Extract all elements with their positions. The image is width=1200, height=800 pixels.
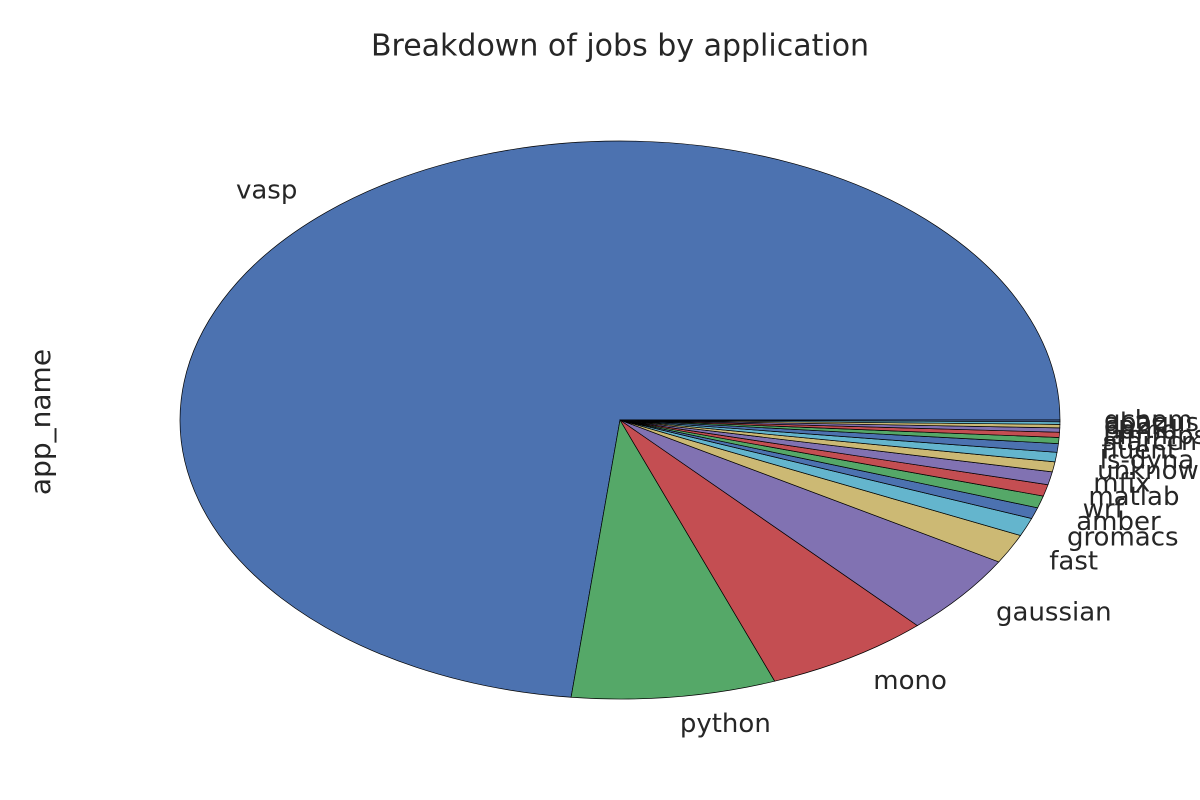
pie-labels: vasp python mono gaussian fastgromacsamberwr… (236, 176, 1200, 739)
pie-slice (179, 140, 1061, 698)
slice-label: python (680, 709, 771, 739)
slice-label: abaqus (1104, 408, 1199, 438)
slice-label: vasp (236, 176, 297, 206)
slice-label: starccm (1103, 427, 1200, 457)
pie-slice (619, 419, 919, 682)
chart-title: Breakdown of jobs by application (371, 29, 869, 64)
slice-label: unknown (1097, 456, 1200, 486)
slice-label: mfix (1093, 469, 1150, 499)
pie (179, 140, 1061, 700)
slice-label: cp2k (1104, 411, 1166, 441)
pie-slice (570, 419, 776, 700)
slice-label: mono (873, 666, 947, 696)
y-axis-label: app_name (24, 349, 57, 495)
slice-label: fluent (1102, 435, 1178, 465)
slice-label: ls-dyna (1100, 445, 1194, 475)
slice-label: wrf (1083, 495, 1125, 525)
pie-slice (619, 419, 1061, 423)
slice-label: lammps (1103, 421, 1200, 451)
slice-label: gromacs (1067, 522, 1179, 552)
slice-label: matlab (1088, 482, 1179, 512)
slice-label: amber (1076, 507, 1161, 537)
slice-label: fast (1049, 546, 1098, 576)
slice-label: gaussian (996, 598, 1112, 628)
slice-label: qchem (1104, 405, 1193, 435)
slice-label: namd (1104, 416, 1178, 446)
